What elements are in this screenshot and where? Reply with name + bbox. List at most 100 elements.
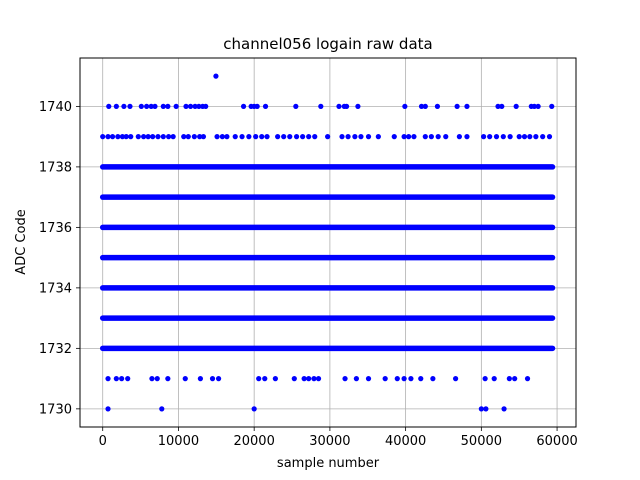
data-point (535, 103, 541, 109)
data-point (170, 134, 176, 140)
data-point (343, 103, 350, 109)
data-point (264, 134, 270, 140)
data-point (155, 134, 161, 140)
data-point (443, 134, 449, 140)
data-point (106, 103, 112, 109)
data-point (182, 376, 188, 382)
data-point (408, 376, 414, 382)
data-point (540, 134, 546, 140)
data-point (119, 376, 125, 382)
data-point (293, 134, 300, 140)
data-point (318, 103, 324, 109)
data-point (181, 134, 187, 140)
data-points (99, 73, 556, 412)
data-point (281, 134, 287, 140)
data-point (259, 134, 265, 140)
data-point (482, 376, 488, 382)
data-point (401, 376, 407, 382)
x-axis-ticks: 0 10000 20000 30000 40000 50000 60000 (99, 427, 578, 449)
data-point (493, 134, 500, 140)
data-point (219, 134, 225, 140)
data-point (113, 103, 119, 109)
x-tick-label: 60000 (536, 434, 577, 449)
y-tick-label: 1738 (39, 160, 72, 175)
data-point (422, 103, 428, 109)
data-point (127, 103, 133, 109)
data-point (209, 376, 216, 382)
data-point (165, 134, 172, 140)
data-point (272, 376, 278, 382)
data-point (456, 134, 462, 140)
data-point (365, 134, 372, 140)
x-tick-label: 30000 (309, 434, 350, 449)
data-point (115, 134, 121, 140)
data-point (191, 134, 197, 140)
data-point (506, 376, 512, 382)
data-point (487, 134, 493, 140)
data-point (315, 376, 322, 382)
data-point (121, 103, 127, 109)
data-point (128, 134, 134, 140)
data-point (293, 103, 299, 109)
data-point (464, 134, 470, 140)
data-point (138, 103, 144, 109)
chart-title: channel056 logain raw data (223, 35, 432, 53)
data-point (109, 134, 116, 140)
x-tick-label: 10000 (158, 434, 199, 449)
data-point (531, 103, 537, 109)
y-tick-label: 1732 (39, 342, 72, 357)
data-point (406, 134, 412, 140)
data-point (159, 406, 165, 412)
data-point (185, 134, 191, 140)
data-point (148, 103, 154, 109)
data-point (119, 134, 126, 140)
data-point (192, 103, 198, 109)
data-point (434, 103, 441, 109)
data-point (481, 134, 487, 140)
data-point (200, 134, 207, 140)
data-point (254, 103, 260, 109)
data-point (239, 134, 245, 140)
data-point (491, 376, 497, 382)
data-point (512, 376, 518, 382)
data-point (246, 134, 252, 140)
data-point (152, 103, 158, 109)
data-point (262, 376, 268, 382)
data-point (452, 376, 459, 382)
data-point (311, 376, 317, 382)
data-point (160, 103, 166, 109)
data-point (478, 406, 484, 412)
data-point (342, 376, 348, 382)
data-point (533, 134, 539, 140)
data-point (232, 134, 238, 140)
data-point (325, 134, 331, 140)
data-point (144, 103, 150, 109)
data-point (291, 376, 297, 382)
y-tick-label: 1734 (39, 281, 72, 296)
x-tick-label: 50000 (461, 434, 502, 449)
data-point (224, 134, 230, 140)
data-point (549, 103, 555, 109)
data-point (141, 134, 147, 140)
data-point (173, 103, 179, 109)
data-point (300, 134, 306, 140)
data-point (160, 134, 166, 140)
data-point (428, 134, 434, 140)
data-point (214, 134, 220, 140)
data-point (145, 134, 151, 140)
y-axis-ticks: 1730 1732 1734 1736 1738 1740 (39, 100, 80, 417)
y-tick-label: 1740 (39, 100, 72, 115)
data-point (312, 134, 318, 140)
data-point (418, 103, 425, 109)
data-point (215, 376, 222, 382)
data-point (251, 406, 257, 412)
data-point (183, 103, 189, 109)
data-point (154, 376, 160, 382)
data-point (402, 103, 408, 109)
data-point (203, 103, 209, 109)
data-point (275, 134, 281, 140)
data-point (165, 103, 171, 109)
data-point (411, 134, 417, 140)
data-point (435, 134, 441, 140)
data-point (352, 134, 358, 140)
